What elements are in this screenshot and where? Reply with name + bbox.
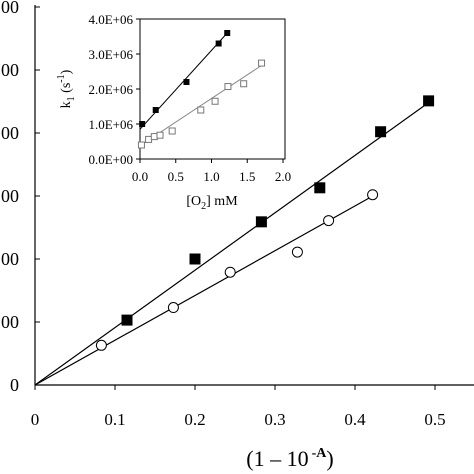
inset-data-point-series-1 (183, 79, 190, 85)
data-point-series-1 (423, 95, 435, 107)
inset-plot-area (139, 18, 286, 160)
inset-data-point-series-2 (145, 135, 153, 143)
data-point-series-2 (95, 339, 107, 351)
inset-data-point-series-2 (224, 83, 232, 91)
inset-data-point-series-2 (258, 59, 266, 67)
y-tick-label: 00 (1, 0, 19, 17)
y-tick-label: 00 (1, 123, 19, 143)
data-point-series-1 (375, 126, 387, 138)
inset-data-point-series-2 (211, 97, 219, 105)
inset-data-point-series-2 (156, 131, 164, 139)
y-tick-label: 00 (1, 186, 19, 206)
inset-x-tick-label: 1.5 (239, 169, 255, 184)
x-tick-label: 0 (31, 410, 40, 429)
inset-x-axis-label: [O2] mM (186, 194, 238, 212)
inset-x-tick-label: 0.5 (168, 169, 184, 184)
x-tick-label: 0.1 (104, 410, 125, 429)
data-point-series-2 (323, 215, 335, 227)
data-point-series-1 (121, 314, 133, 326)
y-tick-label: 00 (1, 249, 19, 269)
data-point-series-1 (314, 182, 326, 194)
inset-y-axis-label: k1 (s-1) (56, 69, 77, 108)
data-point-series-2 (224, 266, 236, 278)
x-tick-label: 0.4 (344, 410, 366, 429)
inset-data-point-series-1 (215, 40, 222, 47)
y-tick-label: 0 (10, 375, 19, 395)
fit-line-series-1 (34, 100, 432, 386)
x-axis-label: (1 – 10 -A) (246, 446, 333, 471)
inset-chart: 0.0 0.5 1.0 1.5 2.0 0.0E+00 1.0E+06 2.0E+06 3.0E… (56, 12, 291, 212)
inset-x-tick-label: 0.0 (132, 169, 148, 184)
inset-data-point-series-1 (152, 107, 159, 113)
inset-data-point-series-2 (197, 106, 205, 114)
fit-line-series-2 (34, 194, 376, 386)
inset-x-tick-label: 2.0 (275, 169, 291, 184)
y-tick-label: 00 (1, 312, 19, 332)
data-point-series-2 (167, 302, 179, 314)
inset-data-point-series-2 (137, 141, 145, 149)
inset-y-tick-label: 3.0E+06 (88, 47, 133, 62)
inset-y-tick-label: 1.0E+06 (88, 117, 133, 132)
data-point-series-2 (367, 189, 379, 201)
x-tick-label: 0.5 (424, 410, 445, 429)
inset-data-point-series-1 (224, 30, 231, 36)
inset-y-tick-label: 4.0E+06 (88, 12, 133, 27)
inset-data-point-series-2 (240, 80, 248, 88)
x-tick-label: 0.2 (184, 410, 205, 429)
data-point-series-2 (291, 246, 303, 258)
inset-y-tick-label: 2.0E+06 (88, 82, 133, 97)
y-tick-label: 00 (1, 60, 19, 80)
data-point-series-1 (189, 253, 201, 265)
x-tick-label: 0.3 (264, 410, 285, 429)
inset-data-point-series-1 (139, 121, 146, 127)
inset-data-point-series-2 (150, 133, 158, 141)
inset-x-tick-label: 1.0 (203, 169, 219, 184)
inset-data-point-series-2 (168, 127, 176, 135)
inset-y-tick-label: 0.0E+00 (88, 152, 133, 167)
data-point-series-1 (255, 216, 267, 228)
